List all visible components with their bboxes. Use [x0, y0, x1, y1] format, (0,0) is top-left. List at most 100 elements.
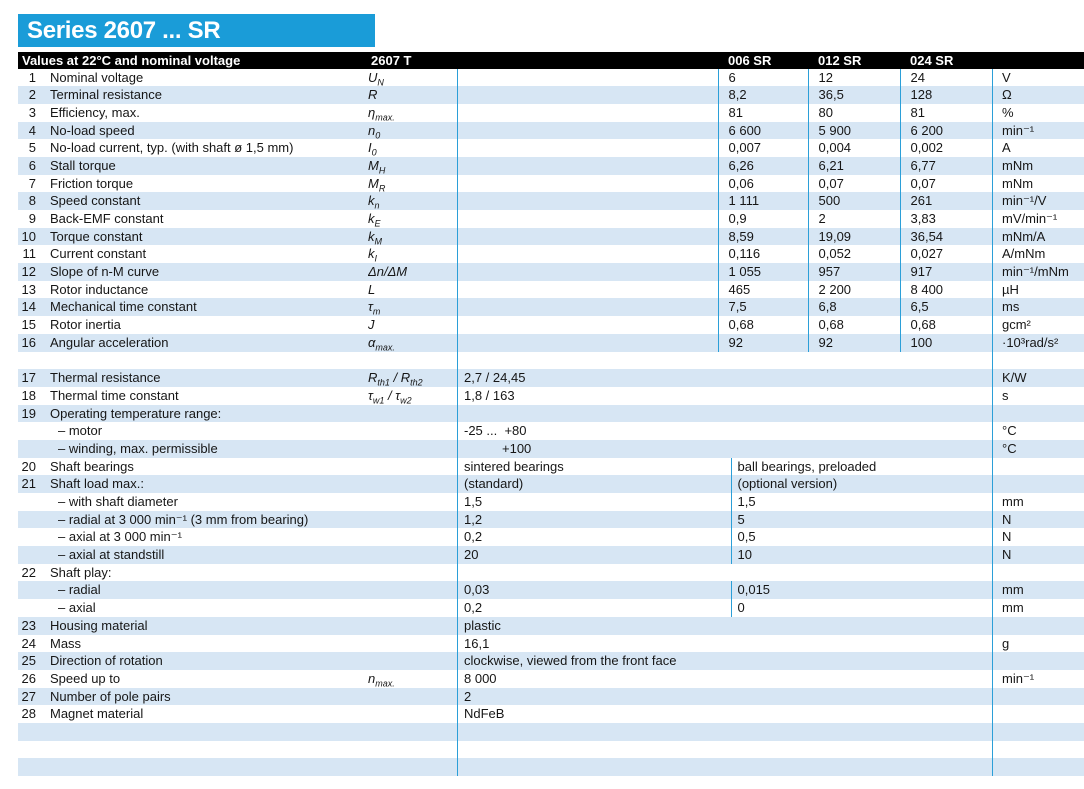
table-row: 17 Thermal resistance Rth1 / Rth2 2,7 / 24,…: [18, 369, 1084, 387]
unit-cell: mNm: [992, 156, 1084, 175]
table-row: 14 Mechanical time constant τm 7,5 6,8 6,5 ms: [18, 298, 1084, 317]
table-row: 3 Efficiency, max. ηmax. 81 80 81%: [18, 103, 1084, 122]
value-wide: plastic: [464, 617, 501, 633]
header-conditions-label: Values at 22°C and nominal voltage: [22, 53, 241, 68]
value-024sr: 81: [899, 103, 992, 122]
value-wide: [458, 723, 992, 741]
value-area: 8,2 36,5 128: [457, 86, 992, 104]
table-row: 11 Current constant kI 0,116 0,052 0,027 A/mNm: [18, 245, 1084, 264]
value-012sr: 6,8: [807, 298, 900, 317]
table-row: 26 Speed up to nmax. 8 000 min⁻¹: [18, 669, 1084, 688]
value-006sr: 0,06: [717, 174, 808, 193]
table-row: [18, 740, 1084, 759]
param-label: Rotor inductance: [50, 281, 149, 297]
param-symbol: αmax.: [368, 334, 395, 352]
row-number: 10: [21, 228, 36, 244]
param-symbol: [368, 635, 457, 653]
row-number: 13: [21, 281, 36, 297]
row-number: [18, 440, 38, 458]
param-symbol: Rth1 / Rth2: [368, 370, 423, 387]
value-area: 81 80 81: [457, 103, 992, 122]
param-symbol: [368, 688, 457, 706]
table-row: 22 Shaft play:: [18, 563, 1084, 582]
value-024sr: 3,83: [899, 210, 992, 228]
table-row: – axial at 3 000 min⁻¹ 0,2 0,5 N: [18, 528, 1084, 547]
value-optional: 0,5: [730, 528, 992, 547]
table-row: 12 Slope of n-M curve Δn/ΔM 1 055 957 917 min⁻…: [18, 263, 1084, 281]
param-symbol: [368, 758, 457, 776]
value-024sr: 0,68: [899, 316, 992, 334]
table-row: – motor -25 ... +80 °C: [18, 422, 1084, 440]
value-optional: (optional version): [730, 475, 992, 493]
row-number: 16: [21, 334, 36, 350]
unit-cell: [992, 758, 1084, 776]
value-area: [457, 722, 992, 741]
row-number: [18, 493, 38, 511]
param-label: [38, 723, 368, 741]
unit-cell: °C: [992, 439, 1084, 458]
table-row: [18, 722, 1084, 741]
table-row: [18, 758, 1084, 776]
value-wide: clockwise, viewed from the front face: [464, 653, 677, 669]
value-standard: 0,03: [464, 582, 490, 598]
param-label: Number of pole pairs: [50, 688, 171, 704]
value-012sr: 12: [807, 68, 900, 87]
row-number: [18, 741, 38, 759]
value-area: 6 600 5 900 6 200: [457, 121, 992, 140]
row-number: 27: [21, 688, 36, 704]
value-wide: [458, 564, 992, 582]
unit-cell: [992, 705, 1084, 723]
value-area: [457, 563, 992, 582]
value-012sr: 6,21: [807, 156, 900, 175]
unit-cell: %: [992, 103, 1084, 122]
value-012sr: 5 900: [807, 121, 900, 140]
table-header-row: Values at 22°C and nominal voltage 2607 …: [18, 52, 1084, 69]
param-symbol: [368, 546, 457, 564]
value-012sr: 0,004: [807, 139, 900, 157]
value-spacer: [458, 298, 718, 316]
param-label: Efficiency, max.: [50, 104, 140, 120]
value-spacer: [458, 69, 718, 87]
value-area: 0,2 0,5: [457, 528, 992, 547]
row-number: 3: [28, 104, 36, 120]
value-wide: 2: [464, 688, 472, 704]
param-symbol: [368, 528, 457, 546]
value-optional: ball bearings, preloaded: [730, 457, 992, 476]
param-symbol: R: [368, 87, 378, 103]
value-012sr: 2 200: [807, 280, 900, 299]
param-symbol: nmax.: [368, 670, 395, 688]
value-spacer: [458, 192, 718, 210]
unit-cell: [992, 563, 1084, 582]
param-label: Nominal voltage: [50, 69, 144, 85]
table-row: 1 Nominal voltage UN 6 12 24 V: [18, 68, 1084, 87]
param-symbol: kI: [368, 246, 378, 264]
row-number: 8: [28, 193, 36, 209]
value-spacer: [458, 228, 718, 246]
value-012sr: 2: [807, 210, 900, 228]
value-024sr: 128: [899, 86, 992, 104]
value-006sr: 6 600: [717, 121, 808, 140]
row-number: [18, 599, 38, 617]
value-024sr: 0,002: [899, 139, 992, 157]
page-title: Series 2607 ... SR: [27, 17, 221, 44]
table-row: 7 Friction torque MR 0,06 0,07 0,07 mNm: [18, 174, 1084, 193]
unit-cell: [992, 404, 1084, 423]
param-symbol: [368, 741, 457, 759]
param-label: – radial at 3 000 min⁻¹ (3 mm from beari…: [58, 511, 309, 527]
param-symbol: [368, 422, 457, 440]
param-label: – with shaft diameter: [58, 494, 178, 509]
unit-cell: mm: [992, 581, 1084, 600]
value-006sr: 0,9: [717, 210, 808, 228]
unit-cell: V: [992, 68, 1084, 87]
table-row: 2 Terminal resistance R 8,2 36,5 128 Ω: [18, 86, 1084, 104]
value-area: 465 2 200 8 400: [457, 280, 992, 299]
value-024sr: 6,77: [899, 156, 992, 175]
value-024sr: 0,027: [899, 245, 992, 264]
param-symbol: [368, 352, 457, 370]
value-standard: (standard): [464, 476, 524, 492]
value-optional: 5: [730, 510, 992, 529]
value-012sr: 0,052: [807, 245, 900, 264]
table-row: – with shaft diameter 1,5 1,5 mm: [18, 493, 1084, 511]
table-row: 15 Rotor inertia J 0,68 0,68 0,68 gcm²: [18, 316, 1084, 334]
table-body: 1 Nominal voltage UN 6 12 24 V 2 Terminal resist…: [18, 68, 1084, 776]
